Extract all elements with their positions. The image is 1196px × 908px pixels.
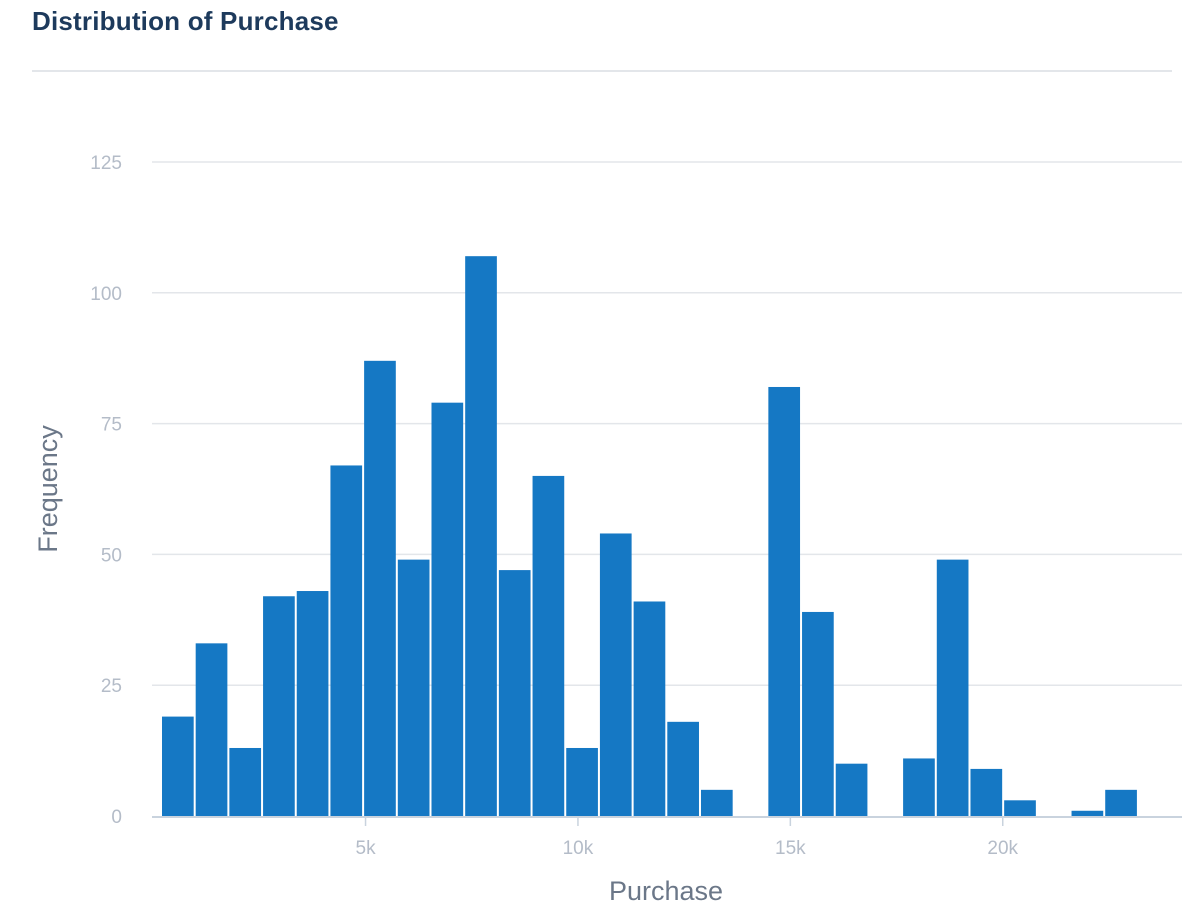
histogram-bar[interactable] — [1105, 789, 1137, 816]
y-axis-title: Frequency — [33, 425, 63, 553]
y-tick-label: 100 — [90, 284, 122, 305]
histogram-bar[interactable] — [566, 747, 598, 816]
title-divider — [32, 70, 1172, 72]
x-axis-title: Purchase — [609, 876, 723, 906]
histogram-bar[interactable] — [835, 763, 868, 816]
histogram-bar[interactable] — [229, 747, 262, 816]
histogram-bar[interactable] — [532, 475, 565, 816]
x-tick-label: 15k — [775, 838, 806, 859]
histogram-bar[interactable] — [364, 360, 396, 816]
histogram-bar[interactable] — [667, 721, 699, 816]
histogram-bar[interactable] — [970, 768, 1003, 816]
histogram-bar[interactable] — [296, 591, 329, 816]
histogram-bar[interactable] — [903, 758, 935, 816]
histogram-bar[interactable] — [802, 611, 834, 816]
grid-lines — [152, 161, 1182, 686]
histogram-bar[interactable] — [768, 386, 801, 816]
histogram-bar[interactable] — [465, 256, 497, 816]
y-tick-label: 0 — [111, 807, 122, 828]
histogram-bar[interactable] — [599, 533, 632, 816]
x-tick-label: 20k — [987, 838, 1018, 859]
histogram-bar[interactable] — [498, 570, 531, 816]
histogram-bar[interactable] — [1004, 800, 1036, 816]
x-axis-ticks: 5k 10k 15k 20k — [356, 817, 1019, 859]
histogram-bar[interactable] — [431, 402, 464, 816]
histogram-bar[interactable] — [162, 716, 194, 816]
histogram-bar[interactable] — [195, 643, 228, 816]
y-tick-label: 50 — [101, 545, 122, 566]
page-title: Distribution of Purchase — [32, 6, 339, 36]
histogram-bar[interactable] — [700, 789, 733, 816]
histogram-bar[interactable] — [936, 559, 969, 816]
y-axis-ticks: 0 25 50 75 100 125 — [90, 153, 122, 828]
x-tick-label: 10k — [563, 838, 594, 859]
histogram-bars — [162, 256, 1137, 816]
x-tick-label: 5k — [356, 838, 377, 859]
y-tick-label: 75 — [101, 415, 122, 436]
histogram-bar[interactable] — [1071, 810, 1104, 816]
y-tick-label: 25 — [101, 676, 122, 697]
histogram-bar[interactable] — [397, 559, 430, 816]
y-tick-label: 125 — [90, 153, 122, 174]
histogram-bar[interactable] — [263, 596, 295, 816]
histogram-bar[interactable] — [633, 601, 666, 816]
histogram-bar[interactable] — [330, 465, 363, 816]
